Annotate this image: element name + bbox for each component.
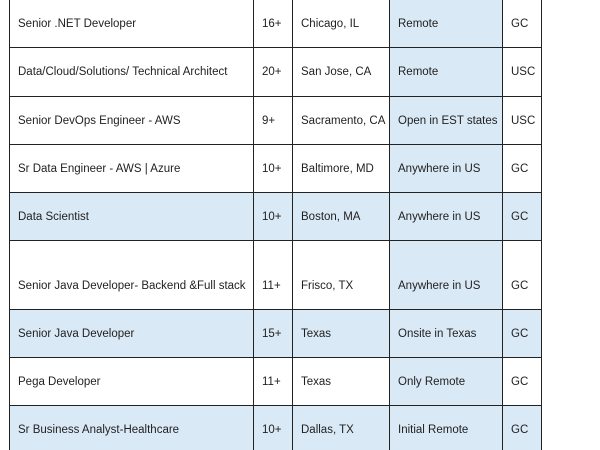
visa-cell: GC bbox=[502, 0, 542, 48]
table-row: Senior .NET Developer 16+ Chicago, IL Re… bbox=[9, 0, 542, 48]
visa-cell: GC bbox=[502, 144, 542, 193]
job-title-cell: Data/Cloud/Solutions/ Technical Architec… bbox=[9, 47, 254, 97]
job-title-cell: Senior .NET Developer bbox=[9, 0, 254, 48]
work-location-cell: Anywhere in US bbox=[389, 240, 503, 310]
experience-cell: 11+ bbox=[253, 240, 293, 310]
table-row: Sr Business Analyst-Healthcare 10+ Dalla… bbox=[9, 405, 542, 450]
visa-cell: GC bbox=[502, 405, 542, 450]
job-title-cell: Sr Data Engineer - AWS | Azure bbox=[9, 144, 254, 193]
city-cell: Chicago, IL bbox=[292, 0, 390, 48]
job-title-cell: Senior Java Developer- Backend &Full sta… bbox=[9, 240, 254, 310]
city-cell: Frisco, TX bbox=[292, 240, 390, 310]
city-cell: Dallas, TX bbox=[292, 405, 390, 450]
city-cell: Texas bbox=[292, 357, 390, 406]
table-row: Senior DevOps Engineer - AWS 9+ Sacramen… bbox=[9, 96, 542, 145]
experience-cell: 20+ bbox=[253, 47, 293, 97]
work-location-cell: Onsite in Texas bbox=[389, 309, 503, 358]
experience-cell: 10+ bbox=[253, 144, 293, 193]
table-row: Senior Java Developer- Backend &Full sta… bbox=[9, 240, 542, 310]
visa-cell: GC bbox=[502, 192, 542, 241]
visa-cell: GC bbox=[502, 309, 542, 358]
experience-cell: 11+ bbox=[253, 357, 293, 406]
job-title-cell: Pega Developer bbox=[9, 357, 254, 406]
visa-cell: GC bbox=[502, 357, 542, 406]
job-title-cell: Data Scientist bbox=[9, 192, 254, 241]
work-location-cell: Anywhere in US bbox=[389, 144, 503, 193]
work-location-cell: Remote bbox=[389, 0, 503, 48]
work-location-cell: Remote bbox=[389, 47, 503, 97]
experience-cell: 10+ bbox=[253, 192, 293, 241]
job-title-cell: Sr Business Analyst-Healthcare bbox=[9, 405, 254, 450]
table-row: Pega Developer 11+ Texas Only Remote GC bbox=[9, 357, 542, 406]
visa-cell: USC bbox=[502, 47, 542, 97]
job-title-cell: Senior Java Developer bbox=[9, 309, 254, 358]
city-cell: Baltimore, MD bbox=[292, 144, 390, 193]
visa-cell: GC bbox=[502, 240, 542, 310]
work-location-cell: Anywhere in US bbox=[389, 192, 503, 241]
work-location-cell: Only Remote bbox=[389, 357, 503, 406]
city-cell: San Jose, CA bbox=[292, 47, 390, 97]
city-cell: Boston, MA bbox=[292, 192, 390, 241]
experience-cell: 15+ bbox=[253, 309, 293, 358]
experience-cell: 16+ bbox=[253, 0, 293, 48]
table-row: Sr Data Engineer - AWS | Azure 10+ Balti… bbox=[9, 144, 542, 193]
work-location-cell: Initial Remote bbox=[389, 405, 503, 450]
job-listings-table: Senior .NET Developer 16+ Chicago, IL Re… bbox=[9, 0, 542, 450]
city-cell: Sacramento, CA bbox=[292, 96, 390, 145]
work-location-cell: Open in EST states bbox=[389, 96, 503, 145]
table-row: Data/Cloud/Solutions/ Technical Architec… bbox=[9, 47, 542, 97]
table-row: Senior Java Developer 15+ Texas Onsite i… bbox=[9, 309, 542, 358]
job-title-cell: Senior DevOps Engineer - AWS bbox=[9, 96, 254, 145]
table-row: Data Scientist 10+ Boston, MA Anywhere i… bbox=[9, 192, 542, 241]
experience-cell: 9+ bbox=[253, 96, 293, 145]
city-cell: Texas bbox=[292, 309, 390, 358]
visa-cell: USC bbox=[502, 96, 542, 145]
experience-cell: 10+ bbox=[253, 405, 293, 450]
